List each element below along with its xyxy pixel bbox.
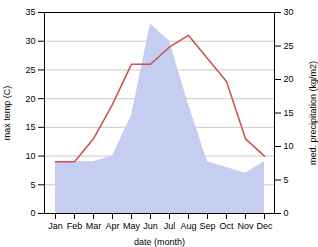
svg-text:0: 0 [284, 208, 289, 218]
svg-text:Oct: Oct [219, 221, 234, 231]
svg-text:20: 20 [25, 94, 35, 104]
svg-text:Aug: Aug [180, 221, 196, 231]
svg-text:30: 30 [284, 7, 294, 17]
svg-text:med. precipitation (kg/m2): med. precipitation (kg/m2) [308, 61, 318, 165]
svg-text:May: May [123, 221, 141, 231]
svg-text:10: 10 [25, 151, 35, 161]
svg-text:15: 15 [25, 122, 35, 132]
svg-text:20: 20 [284, 74, 294, 84]
svg-text:Apr: Apr [105, 221, 119, 231]
svg-text:Jun: Jun [143, 221, 158, 231]
svg-text:Mar: Mar [86, 221, 102, 231]
svg-text:max temp (C): max temp (C) [2, 86, 12, 141]
svg-text:Feb: Feb [67, 221, 83, 231]
svg-text:35: 35 [25, 7, 35, 17]
svg-text:0: 0 [30, 208, 35, 218]
svg-text:Sep: Sep [199, 221, 215, 231]
svg-text:25: 25 [25, 65, 35, 75]
svg-text:30: 30 [25, 36, 35, 46]
svg-text:Nov: Nov [237, 221, 254, 231]
svg-text:Jul: Jul [164, 221, 176, 231]
svg-text:25: 25 [284, 41, 294, 51]
svg-text:date (month): date (month) [134, 237, 185, 247]
svg-text:5: 5 [30, 180, 35, 190]
svg-text:Jan: Jan [48, 221, 63, 231]
svg-text:5: 5 [284, 175, 289, 185]
svg-text:15: 15 [284, 108, 294, 118]
svg-text:Dec: Dec [256, 221, 273, 231]
svg-text:10: 10 [284, 141, 294, 151]
